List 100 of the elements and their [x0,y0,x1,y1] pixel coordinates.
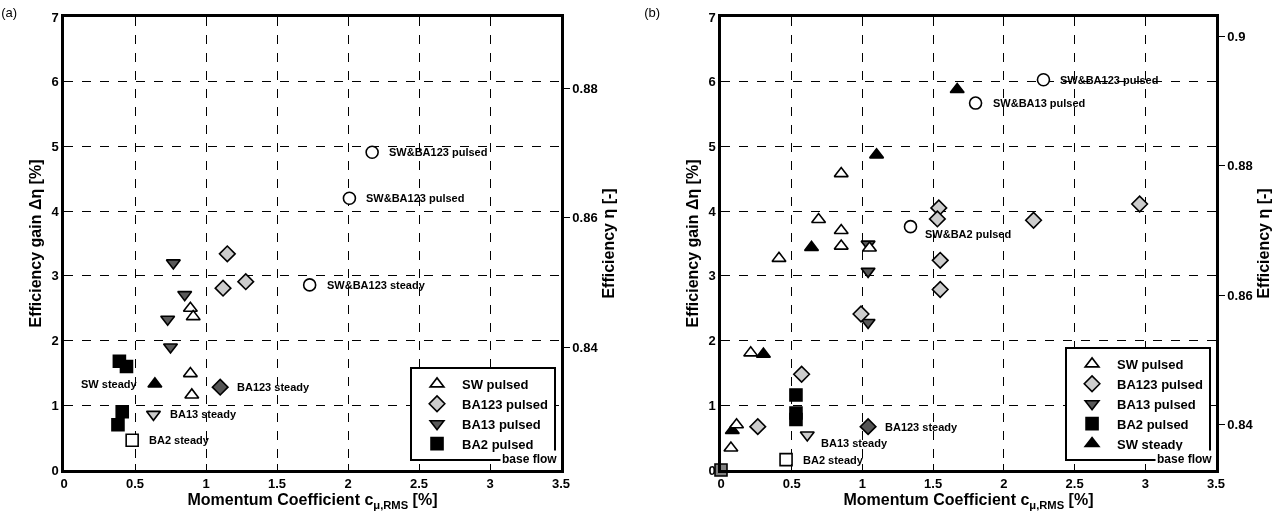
annotation: SW&BA2 pulsed [925,228,1012,240]
point [211,378,229,396]
x-tick-label: 1 [202,476,210,492]
y-tick-label: 4 [708,203,717,219]
y-axis-title: Efficiency gain Δη [%] [27,159,45,328]
point [852,305,870,323]
x-tick-label: 2.5 [1065,476,1084,492]
point [237,273,255,291]
point [810,212,827,224]
legend-label: BA123 pulsed [462,396,549,412]
chart-title: (a) [1,4,18,20]
chart-title: (b) [644,4,661,20]
x-tick-label: 0.5 [125,476,145,492]
y2-axis-title: Efficiency η [-] [600,188,618,299]
y2-tick-label: 0.9 [1227,28,1246,44]
annotation: SW steady [81,378,138,390]
x-tick-label: 0.5 [782,476,801,492]
annotation: SW&BA13 pulsed [993,97,1086,109]
y2-axis-title: Efficiency η [-] [1255,188,1273,299]
y2-tick-label: 0.86 [1227,287,1253,303]
point [214,279,232,297]
annotation: SW&BA123 steady [327,279,426,291]
y-tick-label: 6 [708,74,716,90]
y2-tick-label: 0.84 [1227,417,1254,433]
point [771,251,787,263]
x-tick-label: 1.5 [924,476,943,492]
point [833,223,849,235]
point [159,315,176,327]
point [218,245,236,263]
y-tick-label: 2 [51,333,59,349]
y-axis-title: Efficiency gain Δη [%] [684,159,702,328]
y-tick-label: 0 [51,462,59,478]
y-tick-label: 5 [51,138,59,154]
y-tick-label: 7 [708,9,716,25]
annotation: base flow [502,452,558,466]
x-axis-title: Momentum Coefficient c$_{μ,RMS}$ [%] [843,491,1094,511]
point [119,359,134,374]
legend-label: SW pulsed [1117,356,1184,372]
point [115,404,130,419]
point [125,433,139,448]
legend-label: BA2 pulsed [1117,416,1189,432]
x-tick-label: 3 [486,476,494,492]
y-tick-label: 1 [708,397,716,413]
y-tick-label: 7 [51,9,59,25]
point [968,96,983,110]
legend-label: SW steady [1117,436,1184,452]
point [789,388,803,402]
point [1024,211,1043,229]
point [928,210,946,228]
point [342,191,357,205]
legend-label: BA2 pulsed [462,436,534,452]
legend-label: BA123 pulsed [1117,376,1204,392]
point [749,418,767,436]
annotation: BA13 steady [170,408,237,420]
point [182,301,199,313]
point [931,280,949,299]
x-tick-label: 1.5 [267,476,287,492]
annotation: BA2 steady [803,454,864,466]
y2-tick-label: 0.88 [572,80,598,96]
point [779,452,793,467]
point [728,417,745,429]
point [365,145,379,160]
annotation: base flow [1157,452,1213,466]
legend-label: BA13 pulsed [1117,396,1196,412]
annotation: SW&BA123 pulsed [389,146,488,158]
y2-tick-label: 0.84 [572,339,599,355]
point [789,412,803,427]
x-tick-label: 3.5 [551,476,571,492]
y2-tick-label: 0.88 [1227,158,1253,174]
point [182,366,199,378]
legend-label: BA13 pulsed [462,416,541,432]
legend-label: SW pulsed [462,376,529,392]
y-tick-label: 6 [51,74,59,90]
y-tick-label: 5 [708,138,716,154]
x-tick-label: 3 [1141,476,1149,492]
annotation: BA13 steady [821,437,888,449]
y2-tick-label: 0.86 [572,210,598,226]
point [111,417,125,432]
x-tick-label: 3.5 [1206,476,1226,492]
point [176,290,193,302]
point [833,166,849,178]
point [859,418,877,436]
x-tick-label: 2 [344,476,352,492]
annotation: BA123 steady [237,381,311,393]
y-tick-label: 1 [51,397,59,413]
point [1036,72,1051,87]
point [793,365,811,383]
point [185,309,201,321]
y-tick-label: 4 [51,203,60,219]
y-tick-label: 3 [708,268,716,284]
x-axis-title: Momentum Coefficient c$_{μ,RMS}$ [%] [187,491,438,511]
point [302,278,317,292]
point [949,82,965,94]
point [1131,195,1149,213]
annotation: SW&BA123 pulsed [366,192,465,204]
annotation: BA2 steady [149,434,210,446]
point [903,219,918,234]
point [931,251,949,269]
point [145,410,162,422]
y-tick-label: 2 [708,333,716,349]
